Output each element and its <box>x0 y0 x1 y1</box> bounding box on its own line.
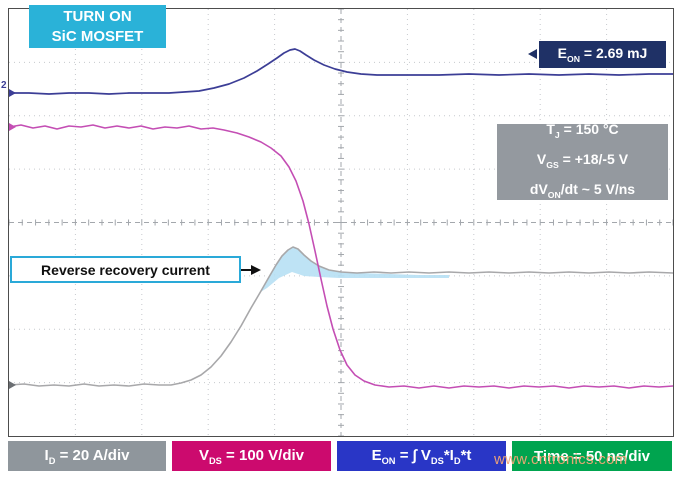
reverse-recovery-text: Reverse recovery current <box>41 261 210 278</box>
condition-vgs: VGS = +18/-5 V <box>536 151 629 170</box>
eon-value-badge: EON = 2.69 mJ <box>539 41 666 68</box>
turn-on-badge: TURN ON SiC MOSFET <box>29 5 166 48</box>
legend-row: ID = 20 A/div VDS = 100 V/div EON = ∫ VD… <box>8 441 672 471</box>
legend-vds: VDS = 100 V/div <box>172 441 331 471</box>
condition-tj: TJ = 150 °C <box>546 121 619 141</box>
waveform-canvas <box>9 9 673 436</box>
eon-value-text: EON = 2.69 mJ <box>557 45 648 64</box>
test-conditions-box: TJ = 150 °C VGS = +18/-5 V dVON/dt ~ 5 V… <box>497 121 668 200</box>
site-watermark: www.cntronics.com <box>494 451 628 468</box>
eon-pointer-icon <box>528 49 537 59</box>
scope-plot <box>8 8 674 437</box>
legend-eon: EON = ∫ VDS*ID*t <box>337 441 506 471</box>
turn-on-line2: SiC MOSFET <box>51 27 144 45</box>
condition-dvdt: dVON/dt ~ 5 V/ns <box>529 180 636 200</box>
legend-id-text: ID = 20 A/div <box>44 446 130 466</box>
legend-time: Time = 50 ns/div <box>512 441 672 471</box>
channel-2-marker: 2 <box>1 80 7 91</box>
legend-vds-text: VDS = 100 V/div <box>198 446 305 466</box>
legend-eon-text: EON = ∫ VDS*ID*t <box>371 446 472 466</box>
legend-time-text: Time = 50 ns/div <box>533 447 651 465</box>
legend-id: ID = 20 A/div <box>8 441 166 471</box>
turn-on-line1: TURN ON <box>63 7 132 25</box>
reverse-recovery-label: Reverse recovery current <box>10 256 241 283</box>
